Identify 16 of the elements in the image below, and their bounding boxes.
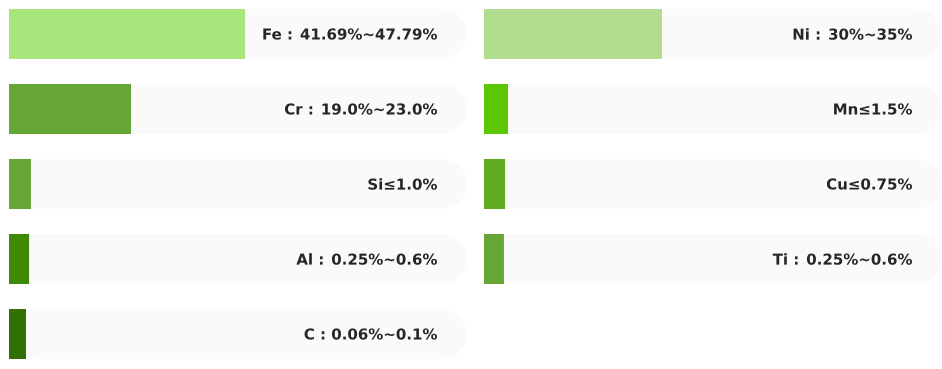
y-tick-label: Cu≤0.75% [826, 178, 912, 190]
y-tick-label: Ti : 0.25%~0.6% [772, 253, 912, 265]
y-tick-label: C : 0.06%~0.1% [304, 328, 438, 340]
y-tick-label: Al : 0.25%~0.6% [296, 253, 438, 265]
bar [484, 158, 506, 209]
y-tick-label: Si≤1.0% [368, 178, 438, 190]
y-tick-label: Fe : 41.69%~47.79% [263, 28, 438, 40]
y-tick-label: Ni : 30%~35% [794, 28, 912, 40]
bar [9, 234, 30, 284]
bar [9, 158, 31, 209]
y-tick-label: Cr : 19.0%~23.0% [284, 103, 438, 115]
bar [9, 308, 26, 359]
bar [484, 84, 508, 134]
bar [9, 84, 132, 134]
bar [484, 234, 504, 284]
y-tick-label: Mn≤1.5% [834, 103, 912, 115]
